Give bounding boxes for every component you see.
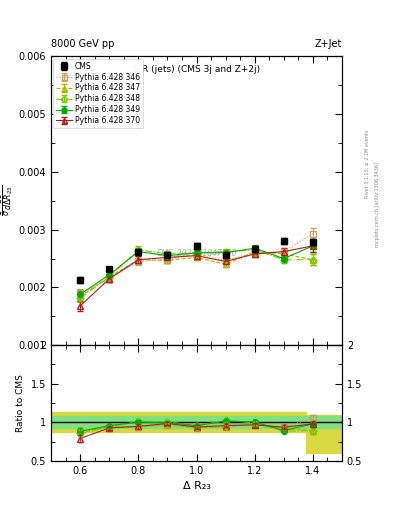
Text: CMS_2021_I1847230: CMS_2021_I1847230 — [156, 248, 237, 258]
Text: mcplots.cern.ch [arXiv:1306.3436]: mcplots.cern.ch [arXiv:1306.3436] — [375, 162, 380, 247]
Legend: CMS, Pythia 6.428 346, Pythia 6.428 347, Pythia 6.428 348, Pythia 6.428 349, Pyt: CMS, Pythia 6.428 346, Pythia 6.428 347,… — [53, 58, 143, 129]
Text: Rivet 3.1.10; ≥ 2.1M events: Rivet 3.1.10; ≥ 2.1M events — [365, 130, 370, 198]
Text: Δ R (jets) (CMS 3j and Z+2j): Δ R (jets) (CMS 3j and Z+2j) — [133, 65, 260, 74]
Text: 8000 GeV pp: 8000 GeV pp — [51, 38, 114, 49]
X-axis label: Δ R₂₃: Δ R₂₃ — [182, 481, 211, 491]
Y-axis label: Ratio to CMS: Ratio to CMS — [16, 374, 25, 432]
Y-axis label: $\frac{1}{\sigma}\frac{d\sigma}{d\Delta R_{23}}$: $\frac{1}{\sigma}\frac{d\sigma}{d\Delta … — [0, 185, 16, 217]
Text: Z+Jet: Z+Jet — [314, 38, 342, 49]
